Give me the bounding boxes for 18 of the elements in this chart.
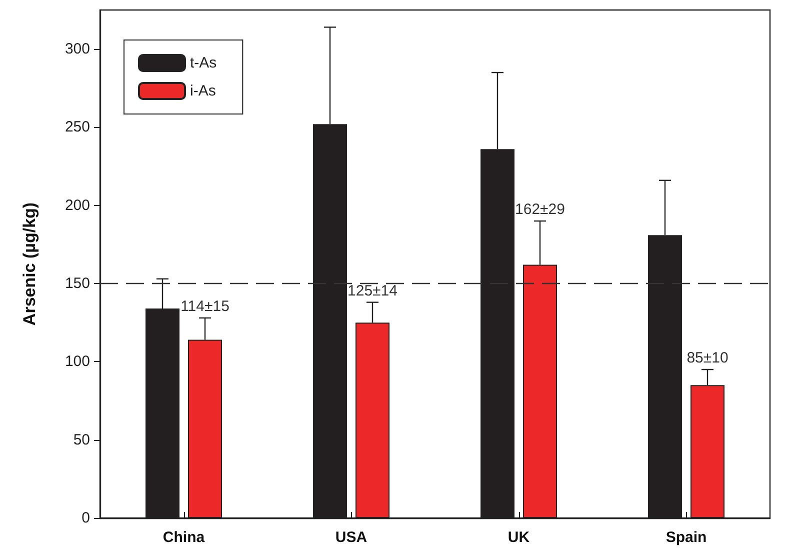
data-label: 125±14 — [348, 282, 398, 300]
x-tick-label: Spain — [666, 529, 707, 546]
y-axis-title: Arsenic (µg/kg) — [20, 202, 39, 326]
data-label: 85±10 — [686, 350, 728, 367]
y-tick-label: 200 — [64, 196, 90, 214]
y-tick-label: 150 — [64, 275, 90, 292]
y-tick-label: 100 — [64, 353, 90, 370]
y-tick-label: 250 — [64, 118, 90, 136]
legend-label: t-As — [190, 54, 217, 72]
x-tick-label: USA — [335, 529, 368, 546]
legend-label: i-As — [190, 82, 216, 100]
x-tick-label: UK — [508, 529, 530, 546]
data-label: 114±15 — [180, 298, 230, 315]
y-tick-label: 300 — [64, 40, 90, 58]
data-label: 162±29 — [515, 201, 565, 218]
x-tick-label: China — [162, 529, 206, 546]
y-tick-label: 50 — [73, 431, 90, 448]
y-tick-label: 0 — [82, 510, 90, 526]
